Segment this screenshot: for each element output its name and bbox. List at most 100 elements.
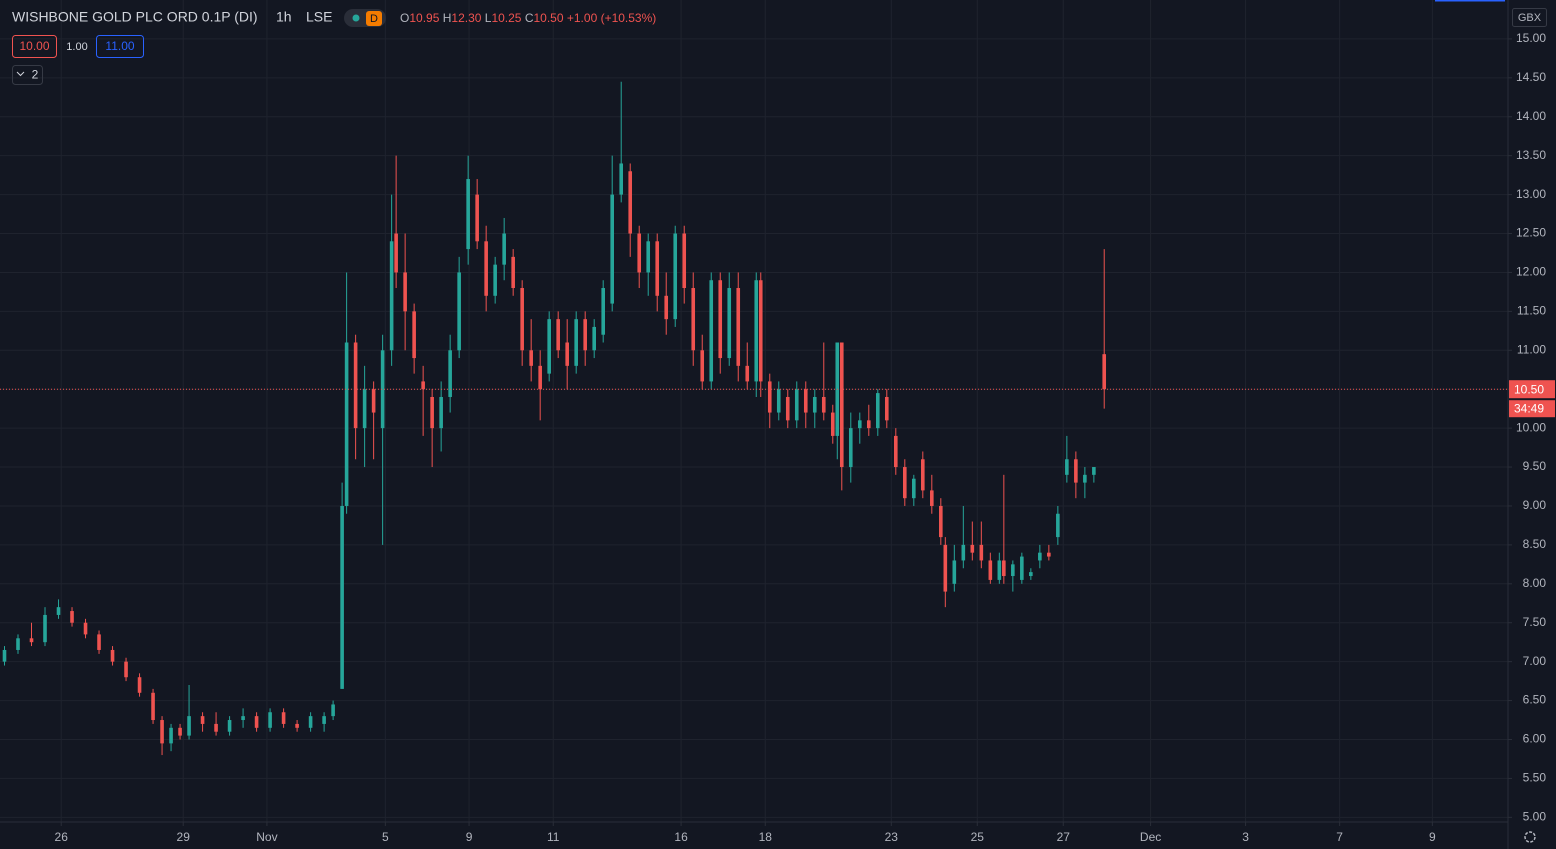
indicators-toggle[interactable]	[12, 65, 43, 85]
candle-body	[178, 727, 182, 736]
candle-body	[785, 396, 790, 421]
candle-body	[997, 560, 1002, 580]
x-tick-label: 16	[674, 830, 688, 844]
candle-body	[137, 677, 142, 693]
candle-body	[939, 505, 943, 538]
y-tick-label: 15.00	[1516, 31, 1546, 45]
candle-body	[403, 272, 407, 312]
candle-body	[295, 723, 299, 728]
last-price-label: 10.50	[1514, 382, 1544, 396]
candle-body	[1056, 513, 1060, 538]
candle-body	[16, 638, 20, 650]
candle-body	[70, 611, 74, 623]
candle-body	[538, 365, 542, 390]
candle-body	[903, 467, 907, 499]
y-tick-label: 6.50	[1523, 693, 1547, 707]
candle-body	[439, 396, 443, 429]
y-tick-label: 9.00	[1523, 498, 1547, 512]
ohlc-key: C	[525, 11, 534, 25]
candle-body	[322, 716, 326, 724]
candle-body	[340, 505, 344, 689]
candle-body	[214, 723, 218, 732]
settings-icon[interactable]	[1524, 831, 1536, 843]
candle-body	[970, 544, 975, 553]
candle-body	[1038, 552, 1042, 561]
candle-body	[637, 233, 642, 273]
candle-body	[736, 288, 741, 366]
x-tick-label: Dec	[1140, 830, 1161, 844]
candle-body	[794, 389, 799, 421]
candle-body	[502, 233, 506, 265]
candle-body	[952, 560, 957, 584]
candle-body	[1011, 564, 1015, 577]
candle-body	[583, 319, 587, 351]
candle-body	[1047, 552, 1051, 557]
candle-body	[412, 311, 416, 359]
ohlc-value: 10.50	[534, 11, 564, 25]
x-tick-label: 7	[1336, 830, 1343, 844]
grid	[0, 0, 1508, 822]
candle-body	[830, 412, 835, 436]
candle-body	[664, 295, 669, 320]
y-tick-label: 5.00	[1523, 810, 1547, 824]
candle-body	[745, 365, 750, 382]
ohlc-value: 10.95	[409, 11, 439, 25]
candle-body	[812, 396, 817, 413]
x-tick-label: 5	[382, 830, 389, 844]
candle-body	[547, 319, 551, 374]
candle-body	[493, 264, 497, 296]
ask-price: 11.00	[105, 39, 134, 53]
y-tick-label: 10.00	[1516, 420, 1546, 434]
symbol-title[interactable]: WISHBONE GOLD PLC ORD 0.1P (DI)	[12, 9, 258, 25]
candle-body	[646, 241, 651, 273]
candles	[2, 81, 1107, 756]
candle-body	[1020, 556, 1024, 580]
candle-body	[556, 319, 560, 351]
y-tick-label: 11.50	[1517, 304, 1546, 318]
candle-body	[884, 396, 889, 421]
axes: 5.00 5.50 6.00 6.50 7.00 7.50 8.00 8.50 9.00 9.50…	[0, 31, 1555, 844]
currency-box[interactable]	[1512, 8, 1547, 27]
candle-body	[308, 716, 313, 728]
y-tick-label: 11.00	[1517, 342, 1546, 356]
candle-body	[448, 350, 452, 397]
candle-body	[767, 381, 772, 413]
ohlc-key: H	[443, 11, 452, 25]
x-tick-label: 3	[1242, 830, 1249, 844]
candle-body	[691, 288, 696, 351]
candle-body	[754, 280, 759, 382]
candle-body	[529, 350, 533, 366]
y-tick-label: 7.50	[1523, 615, 1547, 629]
exchange: LSE	[306, 9, 332, 25]
candle-body	[457, 272, 461, 351]
candle-body	[1002, 560, 1006, 577]
bid-button[interactable]	[12, 35, 57, 58]
x-tick-label: 11	[547, 830, 560, 844]
spread: 1.00	[66, 41, 87, 53]
candle-body	[821, 396, 826, 413]
ohlc-value: 12.30	[451, 11, 481, 25]
candle-body	[362, 389, 367, 429]
bid-price: 10.00	[19, 39, 49, 53]
candle-body	[97, 634, 101, 650]
countdown-box	[1509, 400, 1555, 418]
y-tick-label: 12.50	[1516, 226, 1546, 240]
candle-body	[776, 389, 781, 413]
y-tick-label: 14.00	[1516, 109, 1546, 123]
interval[interactable]: 1h	[276, 9, 292, 25]
x-tick-label: 29	[177, 830, 191, 844]
chevron-icon	[16, 71, 25, 77]
ohlc-key: O	[400, 11, 409, 25]
y-tick-label: 8.00	[1523, 576, 1547, 590]
ask-button[interactable]	[96, 35, 144, 58]
candle-body	[2, 649, 7, 662]
x-tick-label: 9	[466, 830, 473, 844]
candle-body	[151, 692, 155, 721]
candle-body	[227, 720, 232, 732]
candle-body	[124, 661, 128, 678]
candle-body	[389, 241, 394, 351]
candle-body	[601, 288, 605, 335]
candle-body	[475, 194, 479, 242]
